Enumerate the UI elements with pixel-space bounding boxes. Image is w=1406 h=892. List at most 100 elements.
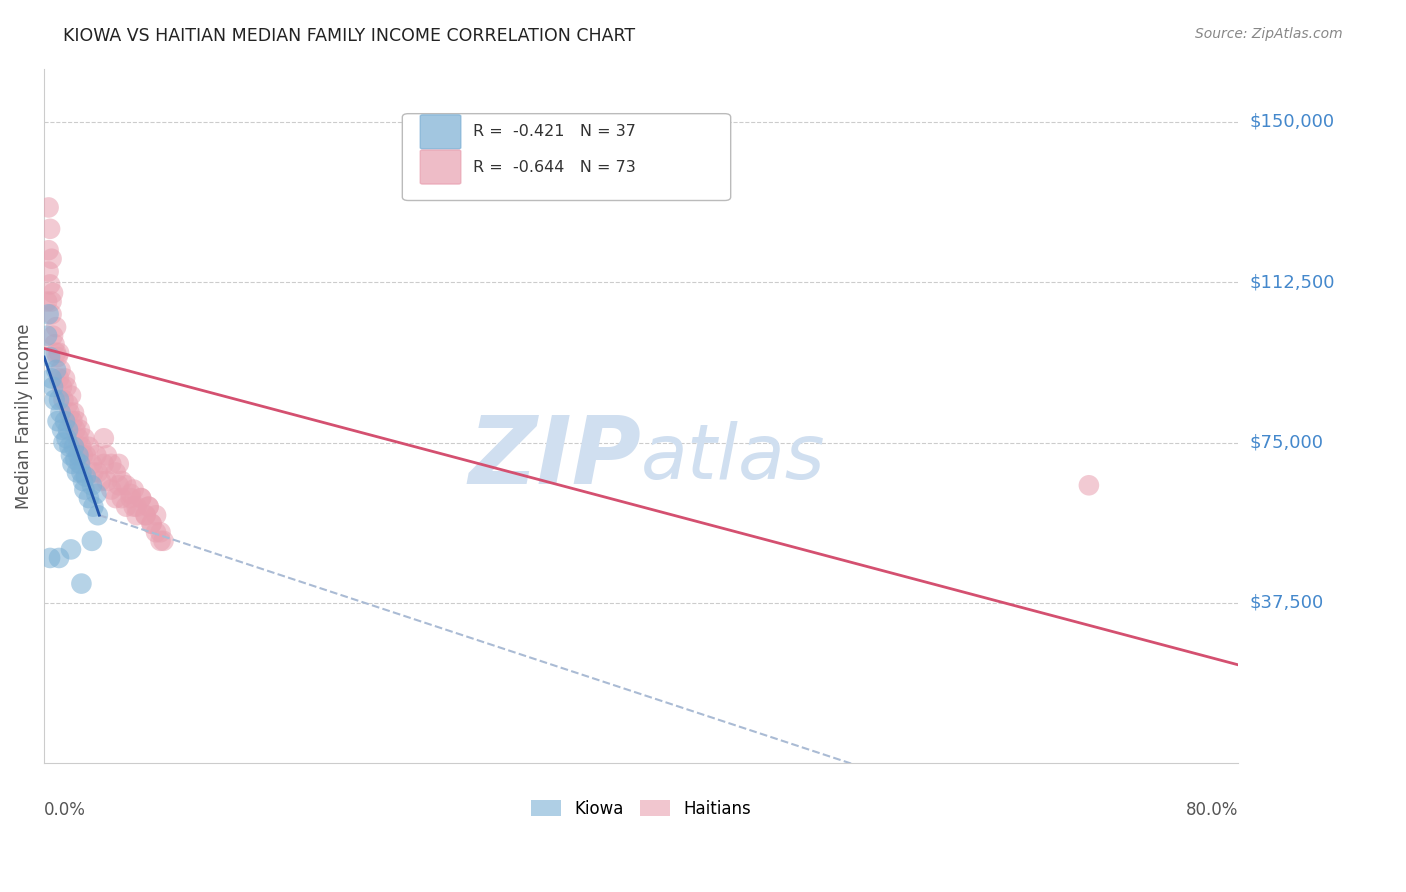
Point [80,478,103,492]
Text: KIOWA VS HAITIAN MEDIAN FAMILY INCOME CORRELATION CHART: KIOWA VS HAITIAN MEDIAN FAMILY INCOME CO… [63,27,636,45]
Point [82,500,104,514]
Point [58,406,80,420]
Point [48,371,70,385]
Point [39,551,62,566]
Point [72,448,94,462]
Point [44,392,66,407]
Point [67,431,90,445]
Point [73,431,96,445]
Point [70,576,93,591]
Point [63,406,86,420]
Point [55,380,77,394]
Point [56,397,79,411]
Point [59,542,82,557]
Point [122,483,145,497]
Point [120,487,142,501]
Point [125,500,148,514]
Point [48,345,70,359]
Point [141,516,163,531]
Point [100,457,122,471]
Point [111,474,134,488]
Legend: Kiowa, Haitians: Kiowa, Haitians [524,793,758,824]
Point [41,294,63,309]
Point [59,448,82,462]
Point [82,466,104,480]
Point [45,345,67,359]
FancyBboxPatch shape [420,115,461,149]
Point [35,328,58,343]
Point [80,533,103,548]
Point [86,487,108,501]
Point [49,363,72,377]
Point [87,508,110,523]
Point [87,466,110,480]
Point [122,500,145,514]
Y-axis label: Median Family Income: Median Family Income [15,323,32,508]
Point [72,474,94,488]
Point [93,431,115,445]
Point [100,483,122,497]
Point [90,474,112,488]
Point [141,516,163,531]
Point [115,500,138,514]
Point [35,294,58,309]
Text: ZIP: ZIP [468,411,641,503]
Point [66,414,89,428]
Point [138,500,160,514]
Text: R =  -0.421   N = 37: R = -0.421 N = 37 [472,124,636,139]
Point [45,363,67,377]
Point [129,491,152,505]
Point [44,337,66,351]
Point [65,423,87,437]
Point [46,414,69,428]
Point [59,388,82,402]
Point [38,307,60,321]
Point [125,508,148,523]
Point [73,483,96,497]
Point [41,307,63,321]
Point [69,423,91,437]
Text: $112,500: $112,500 [1250,273,1334,292]
Point [115,478,138,492]
Point [41,252,63,266]
Point [39,350,62,364]
Point [52,392,75,407]
Point [52,435,75,450]
Point [51,380,73,394]
Point [75,448,97,462]
Point [135,508,157,523]
Point [77,440,100,454]
Point [56,423,79,437]
Point [45,320,67,334]
Point [86,448,108,462]
Point [1077,478,1099,492]
Point [111,491,134,505]
Text: $150,000: $150,000 [1250,113,1334,131]
Point [93,457,115,471]
Point [46,350,69,364]
Point [42,328,65,343]
Point [66,466,89,480]
Point [104,491,127,505]
Point [42,285,65,300]
Point [149,525,172,540]
Point [51,423,73,437]
Point [129,491,152,505]
Text: 0.0%: 0.0% [44,801,86,820]
Point [70,440,93,454]
Point [39,277,62,292]
Text: $75,000: $75,000 [1250,434,1323,451]
Point [42,380,65,394]
Point [41,371,63,385]
Text: atlas: atlas [641,420,825,494]
Point [48,392,70,407]
Point [63,440,86,454]
Point [152,533,174,548]
Text: R =  -0.644   N = 73: R = -0.644 N = 73 [472,160,636,175]
Point [69,457,91,471]
Point [145,508,167,523]
Text: Source: ZipAtlas.com: Source: ZipAtlas.com [1195,27,1343,41]
Point [107,457,129,471]
Point [38,243,60,257]
FancyBboxPatch shape [402,113,731,201]
